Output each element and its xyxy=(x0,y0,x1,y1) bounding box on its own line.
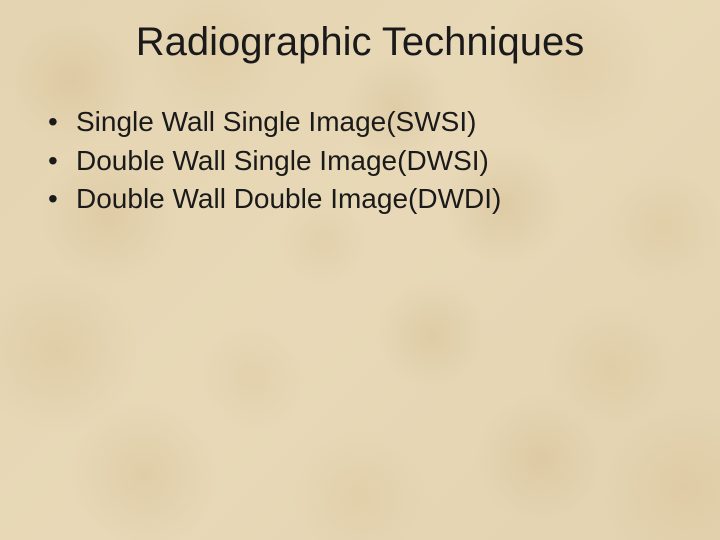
list-item: Double Wall Single Image(DWSI) xyxy=(48,142,720,181)
list-item: Double Wall Double Image(DWDI) xyxy=(48,180,720,219)
bullet-list: Single Wall Single Image(SWSI) Double Wa… xyxy=(0,103,720,219)
slide-content: Radiographic Techniques Single Wall Sing… xyxy=(0,0,720,540)
slide-title: Radiographic Techniques xyxy=(0,20,720,65)
list-item: Single Wall Single Image(SWSI) xyxy=(48,103,720,142)
